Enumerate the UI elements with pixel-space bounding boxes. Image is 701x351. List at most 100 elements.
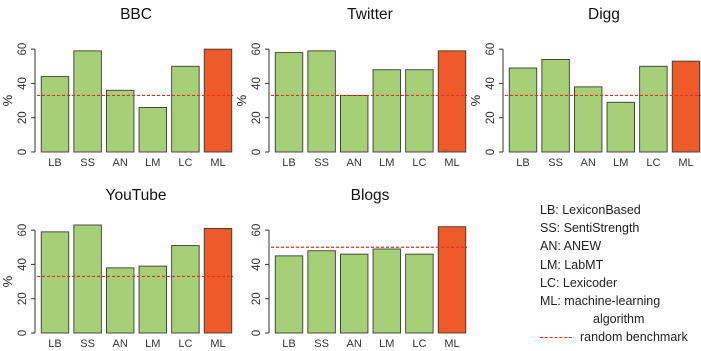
- bar-ss: [73, 224, 102, 334]
- bar-an: [340, 94, 369, 153]
- x-tick-label: SS: [80, 157, 95, 169]
- x-tick-label: ML: [444, 157, 459, 169]
- x-tick-label: LC: [646, 157, 660, 169]
- y-axis-label: %: [0, 275, 15, 287]
- x-tick-label: LM: [379, 157, 394, 169]
- benchmark-line-swatch: [540, 336, 572, 338]
- x-tick-label: LB: [516, 157, 529, 169]
- bar-ml: [437, 226, 467, 334]
- y-tick-label: 20: [17, 111, 29, 124]
- legend-item-ml-continued: algorithm: [593, 312, 645, 327]
- y-tick-label: 0: [17, 330, 29, 336]
- bar-lm: [372, 248, 401, 334]
- y-axis-label: %: [234, 94, 249, 106]
- y-tick-label: 60: [485, 43, 497, 56]
- x-tick-label: AN: [113, 338, 128, 350]
- x-tick-label: ML: [678, 157, 693, 169]
- y-tick-label: 0: [251, 149, 263, 155]
- x-tick-label: LC: [178, 338, 192, 350]
- x-tick-label: LB: [48, 157, 61, 169]
- x-tick-label: ML: [210, 338, 225, 350]
- bar-ss: [541, 58, 570, 153]
- y-tick-label: 40: [251, 77, 263, 90]
- legend-benchmark-label: random benchmark: [580, 330, 688, 345]
- y-tick-label: 20: [251, 111, 263, 124]
- bar-ss: [307, 50, 336, 153]
- y-axis-label: %: [468, 94, 483, 106]
- legend-item-lc: LC: Lexicoder: [540, 275, 618, 290]
- x-tick-label: LM: [379, 338, 394, 350]
- x-tick-label: SS: [548, 157, 563, 169]
- bar-lb: [40, 76, 70, 153]
- bar-lm: [372, 69, 401, 153]
- y-tick-label: 60: [17, 224, 29, 237]
- x-tick-label: AN: [113, 157, 128, 169]
- legend-item-ml: ML: machine-learning: [540, 293, 661, 308]
- bar-lm: [138, 106, 168, 153]
- x-tick-label: LB: [282, 338, 295, 350]
- bar-an: [574, 86, 603, 153]
- legend-item-lb: LB: LexiconBased: [540, 203, 641, 217]
- chart-title: Blogs: [351, 187, 390, 204]
- y-tick-label: 60: [251, 224, 263, 237]
- x-tick-label: LC: [412, 338, 426, 350]
- panel-youtube: YouTube 0 20 40 60% LB SS AN LM LC ML: [0, 187, 233, 350]
- bar-ml: [671, 60, 701, 153]
- legend-item-ss: SS: SentiStrength: [540, 221, 640, 236]
- panel-digg: Digg 0 20 40 60% LB SS AN LM LC ML: [468, 6, 701, 169]
- panel-blogs: Blogs 0 20 40 60 LB SS AN LM LC ML: [251, 187, 467, 350]
- x-tick-label: LM: [145, 157, 160, 169]
- y-axis-label: %: [0, 94, 15, 106]
- x-tick-label: LC: [412, 157, 426, 169]
- bar-ml: [437, 50, 467, 153]
- bar-lc: [171, 65, 200, 153]
- y-tick-label: 60: [251, 43, 263, 56]
- y-tick-label: 40: [251, 258, 263, 271]
- x-tick-label: ML: [210, 157, 225, 169]
- bar-ss: [307, 250, 336, 334]
- x-tick-label: LC: [178, 157, 192, 169]
- bar-lc: [639, 65, 668, 153]
- chart-title: Digg: [588, 6, 620, 23]
- y-tick-label: 20: [485, 111, 497, 124]
- x-tick-label: LM: [613, 157, 628, 169]
- x-tick-label: SS: [80, 338, 95, 350]
- bar-lc: [405, 253, 434, 334]
- y-tick-label: 20: [251, 292, 263, 305]
- legend-item-lm: LM: LabMT: [540, 257, 604, 272]
- y-tick-label: 0: [485, 149, 497, 155]
- y-tick-label: 20: [17, 292, 29, 305]
- bar-lb: [274, 255, 304, 334]
- chart-title: YouTube: [106, 187, 167, 204]
- bar-lb: [40, 231, 70, 334]
- bar-lc: [405, 69, 434, 153]
- x-tick-label: AN: [581, 157, 596, 169]
- x-tick-label: LB: [48, 338, 61, 350]
- y-tick-label: 40: [485, 77, 497, 90]
- bar-ml: [203, 48, 233, 153]
- y-tick-label: 0: [251, 330, 263, 336]
- panel-bbc: BBC 0 20 40 60% LB SS AN LM LC ML: [0, 6, 233, 169]
- x-tick-label: SS: [314, 157, 329, 169]
- y-tick-label: 40: [17, 258, 29, 271]
- bar-ss: [73, 50, 102, 153]
- panel-twitter: Twitter 0 20 40 60% LB SS AN LM LC ML: [234, 6, 467, 169]
- x-tick-label: ML: [444, 338, 459, 350]
- x-tick-label: AN: [347, 157, 362, 169]
- y-tick-label: 60: [17, 43, 29, 56]
- bar-an: [340, 253, 369, 334]
- x-tick-label: SS: [314, 338, 329, 350]
- bar-lc: [171, 245, 200, 334]
- x-tick-label: LM: [145, 338, 160, 350]
- bar-an: [105, 267, 135, 334]
- bar-lb: [274, 52, 304, 153]
- bar-lb: [508, 67, 538, 153]
- legend: LB: LexiconBased SS: SentiStrength AN: A…: [540, 201, 700, 347]
- bar-ml: [203, 227, 233, 334]
- bar-an: [105, 89, 135, 153]
- x-tick-label: AN: [347, 338, 362, 350]
- x-tick-label: LB: [282, 157, 295, 169]
- bar-lm: [606, 101, 635, 153]
- bar-lm: [138, 265, 168, 334]
